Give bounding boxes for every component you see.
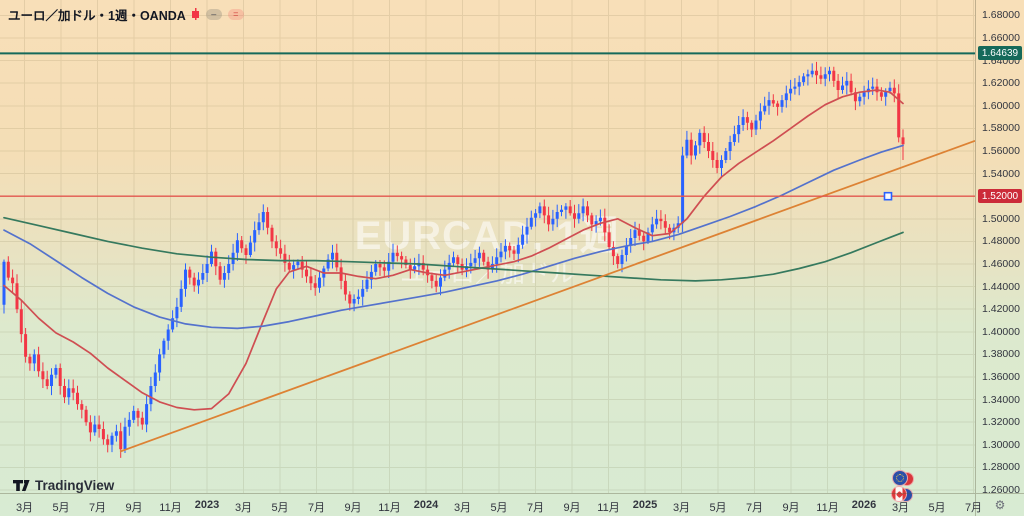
time-axis-label: 9月 [344,502,362,514]
time-axis-label: 5月 [490,502,508,514]
price-axis-label: 1.28000 [982,461,1020,474]
time-axis-label: 7月 [964,502,983,514]
time-axis-label: 3月 [453,502,472,514]
time-axis-label: 11月 [597,502,620,514]
price-label-highlight: 1.64639 [978,46,1022,61]
time-axis-label: 3月 [672,502,691,514]
price-axis[interactable]: 1.68000 1.66000 1.64000 1.62000 1.60000 1.580… [975,0,1024,493]
tradingview-logo-icon [13,479,30,491]
time-axis-label: 9月 [125,502,143,514]
price-axis-label: 1.66000 [982,32,1020,44]
price-axis-label: 1.36000 [982,371,1020,383]
time-axis-label: 9月 [782,502,800,514]
time-axis-label: 11月 [159,502,182,514]
tradingview-logo[interactable]: TradingView [13,478,114,493]
trendline[interactable] [119,139,975,453]
price-label-highlight: 1.52000 [978,189,1022,204]
time-axis-label: 7月 [88,502,107,514]
eu-flag-icon [892,470,908,486]
time-axis-label: 3月 [15,502,34,514]
price-axis-label: 1.40000 [982,325,1020,338]
price-axis-label: 1.30000 [982,438,1020,451]
time-axis-label: 11月 [378,502,401,514]
cad-eur-flag-icon[interactable] [891,486,915,503]
time-axis-label: 3月 [234,502,253,514]
price-axis-label: 1.54000 [982,167,1020,180]
time-axis-label: 7月 [307,502,326,514]
time-axis-label: 7月 [526,502,545,514]
symbol-title[interactable]: ユーロ／加ドル・1週・OANDA [8,8,186,23]
ma-slow-line [3,216,904,282]
time-axis-label: 2026 [851,499,877,511]
price-axis-label: 1.60000 [982,99,1020,112]
ma-mid-line [3,144,904,330]
price-axis-label: 1.38000 [982,348,1020,361]
hline-handle[interactable] [883,191,893,201]
candles-up [2,63,892,453]
dash-badge-icon[interactable]: – [205,8,222,20]
price-axis-label: 1.58000 [982,122,1020,135]
time-axis-label: 5月 [52,502,70,514]
time-axis-label: 5月 [709,502,727,514]
symbol-bar: ユーロ／加ドル・1週・OANDA – = [8,6,244,23]
tradingview-logo-text: TradingView [35,478,115,493]
wave-badge-icon[interactable]: = [227,8,244,20]
canada-flag-icon [891,486,907,502]
eur-cad-flag-icon[interactable] [892,470,916,487]
price-axis-label: 1.46000 [982,258,1020,270]
time-axis-label: 5月 [928,502,946,514]
price-axis-label: 1.48000 [982,235,1020,248]
axis-corner: ⚙ [975,493,1024,516]
time-axis-label: 9月 [563,502,581,514]
time-axis-label: 2024 [413,499,439,511]
price-axis-label: 1.42000 [982,303,1020,316]
time-axis-label: 7月 [745,502,764,514]
candlestick-chart[interactable] [0,0,975,493]
price-axis-label: 1.44000 [982,280,1020,293]
time-axis[interactable]: 3月 5月 7月 9月 11月 2023 3月 5月 7月 9月 11月 2024 3月 5月 7月 9月 11… [0,493,982,516]
price-axis-label: 1.68000 [982,9,1020,22]
ma-fast-line [3,89,904,411]
candles-down [6,61,905,458]
price-pane[interactable]: EURCAD, 1週 ユーロ／加ドル ユーロ／加ドル・1週・OANDA – = … [0,0,975,502]
candle-icon [191,8,200,20]
gear-icon[interactable]: ⚙ [994,498,1006,512]
price-axis-label: 1.56000 [982,145,1020,157]
price-axis-label: 1.32000 [982,416,1020,429]
time-axis-label: 2023 [194,499,220,511]
price-axis-label: 1.34000 [982,393,1020,406]
price-axis-label: 1.62000 [982,77,1020,90]
price-axis-label: 1.26000 [982,484,1020,493]
time-axis-label: 2025 [632,499,658,511]
time-axis-label: 11月 [816,502,839,514]
price-axis-label: 1.50000 [982,212,1020,225]
time-axis-label: 3月 [891,502,910,514]
time-axis-label: 5月 [271,502,289,514]
